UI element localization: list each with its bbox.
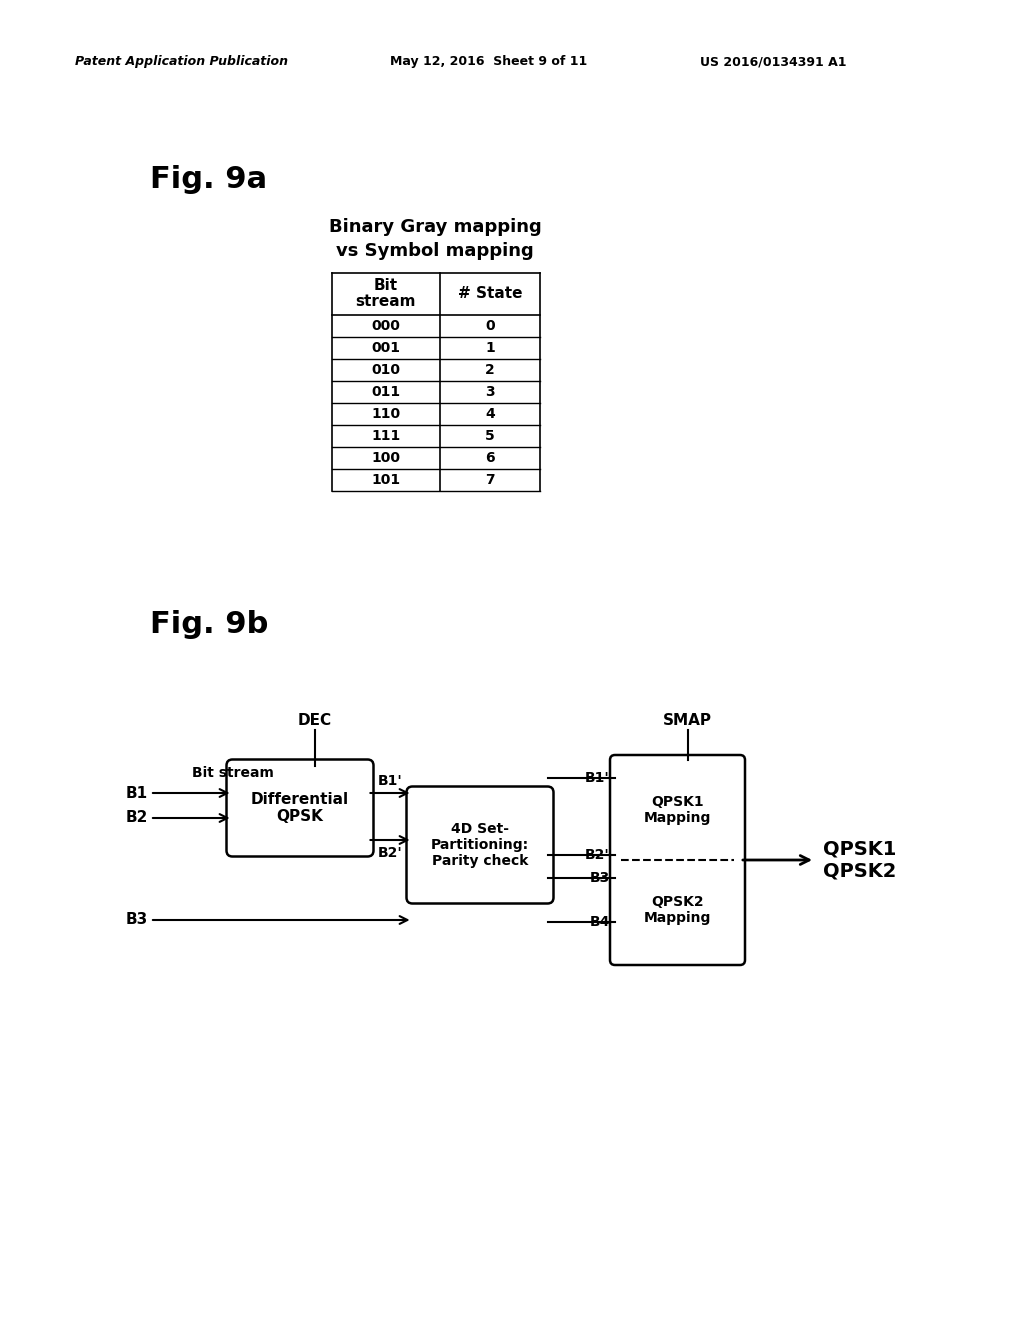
Text: US 2016/0134391 A1: US 2016/0134391 A1	[700, 55, 847, 69]
FancyBboxPatch shape	[407, 787, 554, 903]
Text: Patent Application Publication: Patent Application Publication	[75, 55, 288, 69]
Text: 110: 110	[372, 407, 400, 421]
Text: 000: 000	[372, 319, 400, 333]
FancyBboxPatch shape	[226, 759, 374, 857]
Text: Bit: Bit	[374, 279, 398, 293]
Text: 111: 111	[372, 429, 400, 444]
Text: stream: stream	[355, 294, 416, 309]
Text: 6: 6	[485, 451, 495, 465]
Text: B1': B1'	[586, 771, 610, 785]
Text: B2: B2	[126, 810, 148, 825]
Text: 001: 001	[372, 341, 400, 355]
Text: # State: # State	[458, 286, 522, 301]
Text: 7: 7	[485, 473, 495, 487]
Text: Fig. 9a: Fig. 9a	[150, 165, 267, 194]
Text: QPSK1
QPSK2: QPSK1 QPSK2	[823, 840, 896, 880]
Text: 100: 100	[372, 451, 400, 465]
Text: DEC: DEC	[298, 713, 332, 729]
Text: SMAP: SMAP	[663, 713, 712, 729]
Text: May 12, 2016  Sheet 9 of 11: May 12, 2016 Sheet 9 of 11	[390, 55, 587, 69]
Text: B1: B1	[126, 785, 148, 800]
Text: QPSK1
Mapping: QPSK1 Mapping	[644, 795, 712, 825]
Text: 2: 2	[485, 363, 495, 378]
Text: 4: 4	[485, 407, 495, 421]
Text: B1': B1'	[378, 774, 402, 788]
Text: vs Symbol mapping: vs Symbol mapping	[336, 242, 534, 260]
Text: 1: 1	[485, 341, 495, 355]
Text: 101: 101	[372, 473, 400, 487]
Text: Binary Gray mapping: Binary Gray mapping	[329, 218, 542, 236]
Text: B2': B2'	[378, 846, 402, 861]
Text: 4D Set-
Partitioning:
Parity check: 4D Set- Partitioning: Parity check	[431, 822, 529, 869]
Text: QPSK2
Mapping: QPSK2 Mapping	[644, 895, 712, 925]
Text: Differential
QPSK: Differential QPSK	[251, 792, 349, 824]
Text: 010: 010	[372, 363, 400, 378]
Text: B3: B3	[590, 871, 610, 884]
Text: 011: 011	[372, 385, 400, 399]
Text: B2': B2'	[586, 847, 610, 862]
Text: Bit stream: Bit stream	[193, 766, 273, 780]
Text: 3: 3	[485, 385, 495, 399]
FancyBboxPatch shape	[610, 755, 745, 965]
Text: Fig. 9b: Fig. 9b	[150, 610, 268, 639]
Text: 0: 0	[485, 319, 495, 333]
Text: B3: B3	[126, 912, 148, 928]
Text: 5: 5	[485, 429, 495, 444]
Text: B4: B4	[590, 915, 610, 929]
